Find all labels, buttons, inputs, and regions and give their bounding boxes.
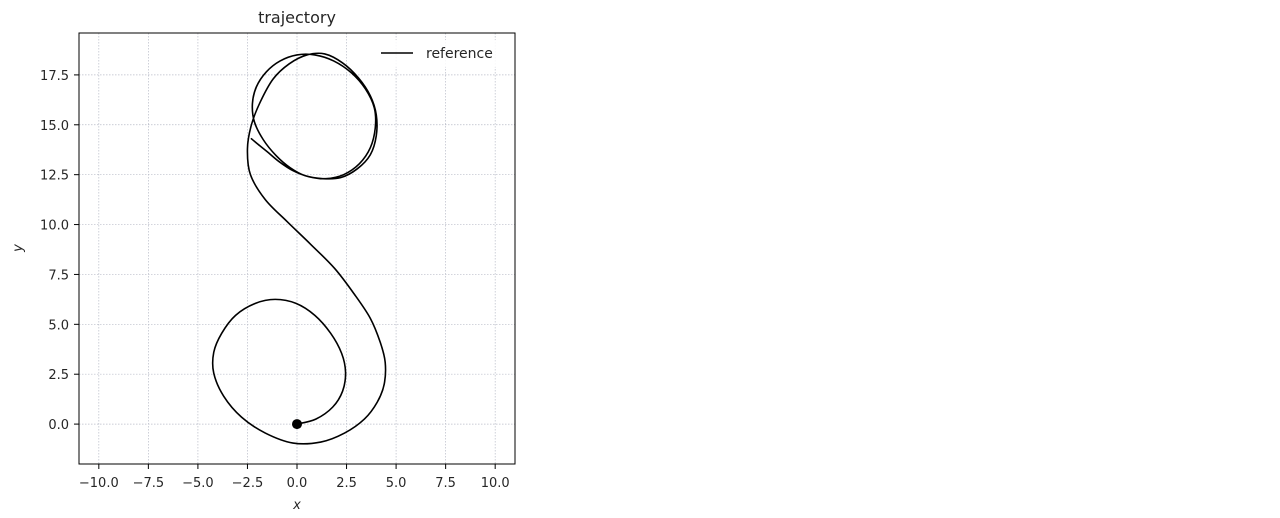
x-tick-label: −5.0 (182, 476, 214, 491)
y-tick-label: 2.5 (48, 368, 69, 383)
x-tick-label: 2.5 (336, 476, 357, 491)
legend-box (374, 40, 508, 67)
y-tick-label: 7.5 (48, 268, 69, 283)
y-axis-ticks: 0.0 2.5 5.0 7.5 10.0 12.5 15.0 17.5 (40, 69, 79, 433)
reference-trajectory-line (211, 52, 387, 445)
y-axis-label: y (11, 244, 26, 253)
x-tick-label: 5.0 (386, 476, 407, 491)
x-tick-label: −10.0 (79, 476, 119, 491)
x-axis-ticks: −10.0 −7.5 −5.0 −2.5 0.0 2.5 5.0 7.5 10.0 (79, 464, 510, 491)
x-tick-label: −2.5 (232, 476, 264, 491)
y-tick-label: 17.5 (40, 69, 69, 84)
start-point-marker (292, 419, 302, 430)
plot-data-area (211, 52, 387, 445)
x-tick-label: 7.5 (435, 476, 456, 491)
x-tick-label: 10.0 (481, 476, 510, 491)
y-tick-label: 12.5 (40, 169, 69, 184)
marker-layer (292, 419, 302, 430)
y-tick-label: 15.0 (40, 119, 69, 134)
y-tick-label: 5.0 (48, 318, 69, 333)
legend-label-reference: reference (426, 46, 493, 62)
x-tick-label: −7.5 (133, 476, 165, 491)
legend: reference (374, 40, 508, 67)
x-tick-label: 0.0 (287, 476, 308, 491)
chart-title: trajectory (258, 8, 336, 27)
y-tick-label: 0.0 (48, 418, 69, 433)
grid-lines (79, 33, 515, 464)
x-axis-label: x (292, 498, 301, 513)
y-tick-label: 10.0 (40, 219, 69, 234)
